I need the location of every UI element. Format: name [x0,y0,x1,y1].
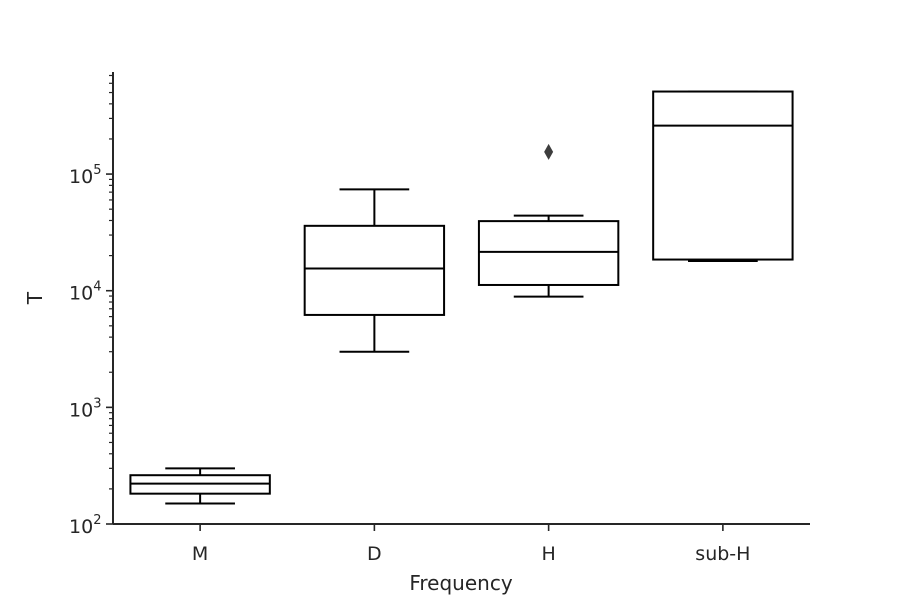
y-tick-label: 102 [69,513,101,538]
y-tick-label: 103 [69,396,101,421]
box-body [652,90,794,261]
box-group-M [129,467,271,505]
box-group-H [477,143,620,298]
box-body [303,224,446,316]
x-tick-label: D [367,543,382,565]
y-tick-label: 104 [69,280,101,305]
x-tick-label: H [541,543,555,565]
outlier-marker [544,143,554,160]
x-tick-label: sub-H [695,543,750,565]
box-group-D [303,188,446,353]
box-body [477,220,620,286]
box-group-sub-H [652,90,794,262]
y-axis-title: T [23,291,47,305]
plot-area [129,90,794,505]
y-tick-label: 105 [69,163,101,188]
y-axis: 102 103 104 105 [69,72,114,538]
x-tick-label: M [192,543,208,565]
x-axis-title: Frequency [409,571,512,595]
